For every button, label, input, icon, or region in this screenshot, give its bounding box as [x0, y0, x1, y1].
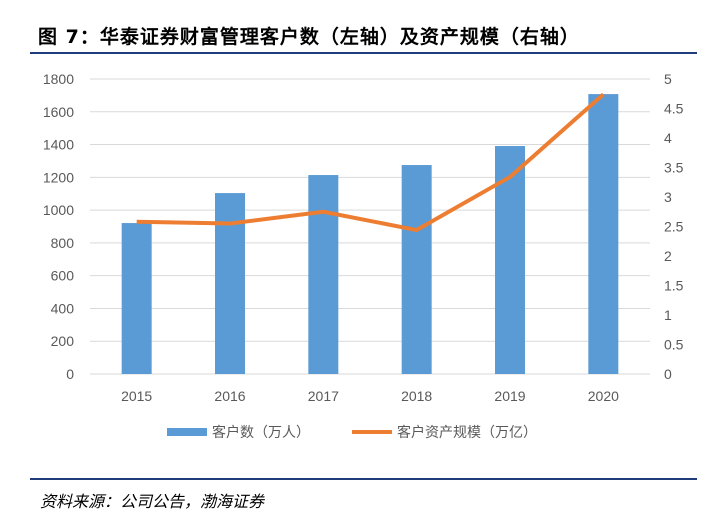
legend-label: 客户资产规模（万亿） — [397, 424, 537, 440]
figure-title: 图 7：华泰证券财富管理客户数（左轴）及资产规模（右轴） — [38, 26, 580, 48]
left-tick-label: 400 — [51, 300, 75, 316]
title-divider — [30, 52, 697, 54]
bar — [495, 146, 525, 374]
left-tick-label: 800 — [51, 235, 75, 251]
right-tick-label: 0.5 — [664, 337, 684, 353]
left-tick-label: 1600 — [43, 104, 74, 120]
left-tick-label: 200 — [51, 333, 75, 349]
left-tick-label: 600 — [51, 268, 75, 284]
legend-label: 客户数（万人） — [212, 424, 310, 440]
x-tick-label: 2019 — [494, 388, 525, 404]
x-tick-label: 2020 — [588, 388, 619, 404]
legend-swatch-bar — [167, 428, 207, 436]
bar — [588, 94, 619, 375]
source-divider — [30, 478, 697, 480]
right-tick-label: 1.5 — [664, 278, 684, 294]
right-tick-label: 2 — [664, 248, 672, 264]
left-tick-label: 1200 — [43, 169, 74, 185]
bar — [308, 175, 339, 374]
right-tick-label: 5 — [664, 71, 672, 87]
left-tick-label: 1000 — [43, 202, 74, 218]
right-tick-label: 3 — [664, 189, 672, 205]
x-tick-label: 2018 — [401, 388, 432, 404]
x-tick-label: 2015 — [121, 388, 152, 404]
x-tick-label: 2016 — [214, 388, 245, 404]
right-tick-label: 4.5 — [664, 101, 684, 117]
right-tick-label: 4 — [664, 130, 672, 146]
left-tick-label: 1400 — [43, 137, 74, 153]
right-tick-label: 2.5 — [664, 219, 684, 235]
right-tick-label: 3.5 — [664, 160, 684, 176]
bar — [121, 223, 152, 374]
right-tick-label: 1 — [664, 307, 672, 323]
left-tick-label: 0 — [66, 366, 74, 382]
source-note: 资料来源：公司公告，渤海证券 — [40, 492, 265, 511]
bar — [401, 165, 432, 374]
right-tick-label: 0 — [664, 366, 672, 382]
line-series — [136, 92, 605, 233]
left-tick-label: 1800 — [43, 71, 74, 87]
x-tick-label: 2017 — [308, 388, 339, 404]
